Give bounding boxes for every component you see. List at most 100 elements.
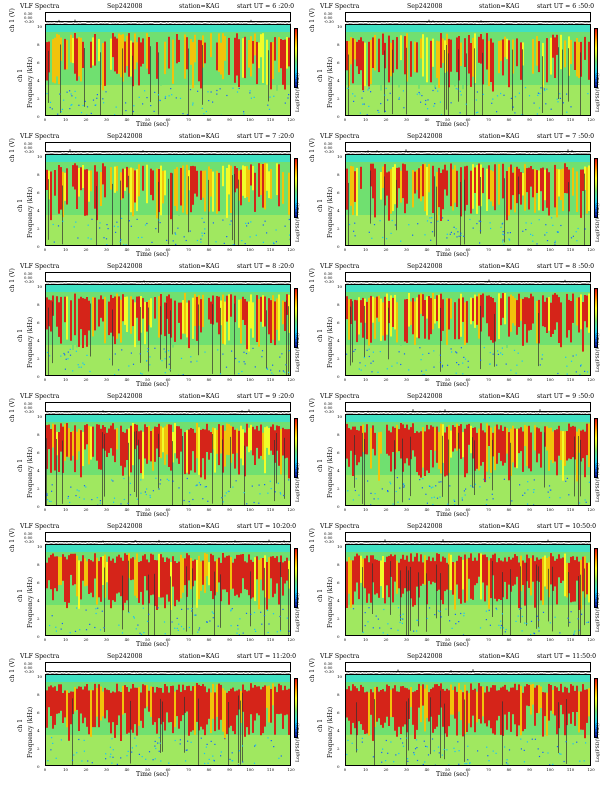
spectral-streak xyxy=(388,686,390,726)
noise-speckle xyxy=(478,220,480,222)
spectral-streak xyxy=(250,294,252,329)
noise-speckle xyxy=(502,627,504,629)
noise-speckle xyxy=(579,502,581,504)
sferic-line xyxy=(562,49,563,115)
spectral-streak xyxy=(544,692,546,717)
spectral-streak xyxy=(248,40,250,68)
sferic-line xyxy=(170,576,171,635)
spectral-streak xyxy=(560,683,562,705)
spectral-streak xyxy=(540,558,542,601)
spectral-streak xyxy=(226,423,228,455)
date-label: Sep242008 xyxy=(407,523,443,530)
high-frequency-band xyxy=(346,415,590,422)
spectral-streak xyxy=(582,684,584,730)
noise-speckle xyxy=(237,624,239,627)
spectral-streak xyxy=(246,301,248,350)
high-frequency-band xyxy=(46,155,290,162)
spectral-streak xyxy=(510,36,512,75)
spectral-streak xyxy=(534,35,536,57)
spectral-streak xyxy=(72,553,74,586)
spectral-streak xyxy=(346,561,348,608)
spectral-streak xyxy=(396,691,398,737)
sferic-line xyxy=(434,176,435,237)
noise-speckle xyxy=(495,752,497,754)
noise-speckle xyxy=(164,633,166,635)
time-tick-label: 110 xyxy=(566,637,575,642)
noise-speckle xyxy=(384,110,386,112)
noise-speckle xyxy=(140,633,143,635)
sferic-line xyxy=(134,431,135,492)
noise-speckle xyxy=(262,224,264,226)
spectral-streak xyxy=(386,293,388,335)
spectral-streak xyxy=(158,296,160,338)
spectral-streak xyxy=(486,557,488,586)
sferic-line xyxy=(62,185,63,245)
spectral-streak xyxy=(482,167,484,194)
noise-speckle xyxy=(467,366,469,368)
spectral-streak xyxy=(216,42,218,71)
spectral-streak xyxy=(282,300,284,325)
noise-speckle xyxy=(241,745,244,747)
noise-speckle xyxy=(366,114,368,115)
spectral-streak xyxy=(60,423,62,452)
spectral-streak xyxy=(404,559,406,589)
sferic-line xyxy=(580,574,581,635)
noise-speckle xyxy=(139,353,141,355)
spectrogram-panel: VLF Spectra Sep242008 station=KAG start UT … xyxy=(8,652,304,778)
spectral-streak xyxy=(152,554,154,595)
sferic-line xyxy=(198,304,199,356)
spectral-streak xyxy=(438,686,440,715)
spectral-streak xyxy=(188,429,190,475)
spectral-streak xyxy=(124,41,126,73)
channel-axis-label-2: ch 1 xyxy=(317,199,324,212)
noise-speckle xyxy=(109,756,111,758)
spectral-streak xyxy=(580,691,582,730)
spectral-streak xyxy=(170,172,172,220)
noise-speckle xyxy=(71,104,73,106)
spectral-streak xyxy=(554,560,556,587)
noise-speckle xyxy=(95,104,97,106)
spectral-streak xyxy=(416,297,418,338)
noise-speckle xyxy=(426,220,429,222)
sferic-line xyxy=(48,179,49,240)
spectral-streak xyxy=(534,425,536,451)
spectral-streak xyxy=(100,38,102,85)
noise-speckle xyxy=(423,373,425,375)
noise-speckle xyxy=(212,222,214,224)
noise-speckle xyxy=(99,629,102,631)
spectral-streak xyxy=(494,164,496,211)
spectral-streak xyxy=(70,691,72,725)
spectral-streak xyxy=(418,561,420,598)
noise-speckle xyxy=(403,485,405,487)
noise-speckle xyxy=(420,101,422,103)
spectral-streak xyxy=(88,37,90,68)
spectral-streak xyxy=(544,555,546,587)
spectral-streak xyxy=(168,36,170,69)
spectral-streak xyxy=(408,561,410,591)
noise-speckle xyxy=(407,758,409,760)
spectral-streak xyxy=(76,555,78,597)
panel-title: VLF Spectra Sep242008 station=KAG start UT … xyxy=(8,262,296,272)
spectral-streak xyxy=(422,427,424,468)
spectral-streak xyxy=(116,166,118,192)
channel-trace xyxy=(345,668,592,674)
noise-speckle xyxy=(532,234,534,236)
spectral-streak xyxy=(448,425,450,473)
spectral-streak xyxy=(136,296,138,318)
channel-trace xyxy=(345,18,592,24)
product-label: VLF Spectra xyxy=(320,133,360,140)
spectral-streak xyxy=(106,33,108,80)
noise-speckle xyxy=(500,226,502,228)
noise-speckle xyxy=(400,363,402,366)
spectral-streak xyxy=(446,170,448,196)
sferic-line xyxy=(130,700,131,764)
frequency-axis-label: Frequency (kHz) xyxy=(27,56,34,108)
spectral-streak xyxy=(436,426,438,463)
channel-axis-label-2: ch 1 xyxy=(17,199,24,212)
date-label: Sep242008 xyxy=(107,393,143,400)
spectral-streak xyxy=(156,427,158,449)
noise-speckle xyxy=(384,94,386,96)
spectral-streak xyxy=(516,690,518,737)
noise-speckle xyxy=(449,233,451,235)
channel-tick-label: -0.30 xyxy=(324,539,334,544)
